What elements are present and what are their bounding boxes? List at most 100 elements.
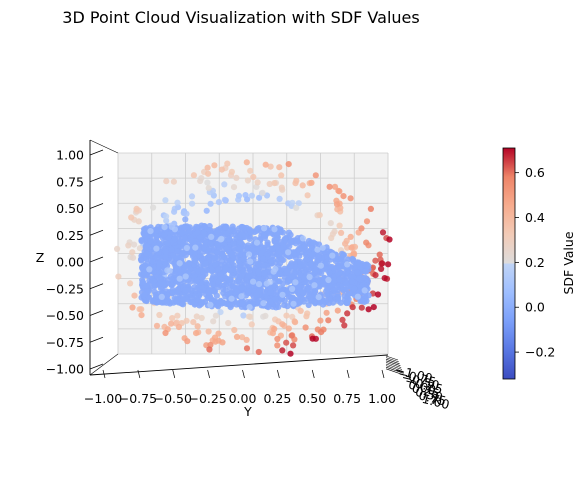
data-point	[231, 244, 238, 252]
data-point	[130, 254, 137, 261]
data-point	[138, 312, 145, 319]
data-point	[259, 247, 266, 254]
data-point	[314, 246, 321, 253]
z-tick	[89, 149, 104, 156]
data-point	[143, 250, 150, 257]
y-tick	[137, 369, 141, 379]
data-point	[153, 233, 160, 240]
data-point	[212, 261, 219, 268]
data-point	[363, 297, 370, 304]
data-point	[162, 253, 169, 260]
colorbar-ticks: −0.2 0.0 0.2 0.4 0.6	[515, 165, 555, 360]
data-point	[203, 207, 210, 214]
data-point	[195, 268, 202, 275]
data-point	[311, 268, 318, 275]
data-point	[167, 273, 174, 280]
data-point	[297, 307, 304, 314]
z-tick	[89, 203, 104, 209]
data-point	[356, 288, 363, 295]
data-point	[295, 200, 302, 207]
data-point	[204, 179, 211, 186]
data-point	[158, 293, 165, 300]
data-point	[115, 273, 122, 280]
data-point	[169, 315, 176, 322]
data-point	[240, 312, 247, 319]
data-point	[289, 294, 296, 301]
data-point	[277, 239, 284, 246]
data-point	[169, 251, 177, 258]
colorbar-tick-label: 0.2	[525, 255, 545, 270]
data-point	[379, 229, 387, 236]
data-point	[162, 248, 169, 255]
data-point	[372, 257, 379, 264]
data-point	[172, 271, 179, 278]
data-point	[171, 226, 178, 233]
data-point	[285, 249, 292, 256]
data-point	[174, 288, 181, 295]
data-point	[171, 235, 178, 242]
data-point	[292, 319, 299, 326]
data-point	[160, 280, 167, 288]
data-point	[249, 299, 256, 306]
data-point	[192, 293, 199, 300]
data-point	[284, 278, 291, 286]
x-axis-label: X	[432, 392, 441, 407]
data-point	[253, 239, 261, 246]
y-tick	[346, 369, 350, 379]
data-point	[193, 330, 200, 337]
data-point	[249, 246, 256, 254]
data-point	[149, 258, 156, 265]
data-point	[209, 281, 216, 288]
data-point	[267, 163, 274, 170]
data-point	[217, 262, 225, 269]
data-point	[156, 260, 163, 267]
data-point	[248, 192, 255, 199]
data-point	[207, 240, 214, 247]
data-point	[176, 260, 183, 267]
data-point	[327, 220, 334, 227]
data-point	[140, 269, 148, 276]
data-point	[215, 278, 222, 285]
data-point	[265, 304, 272, 311]
data-point	[354, 293, 361, 300]
data-point	[289, 199, 296, 206]
data-point	[351, 285, 358, 292]
data-point	[230, 284, 237, 291]
data-point	[188, 237, 195, 244]
data-point	[349, 304, 356, 311]
data-point	[254, 245, 262, 253]
y-tick	[277, 369, 280, 379]
data-point	[149, 278, 157, 285]
data-point	[202, 260, 209, 267]
data-point	[147, 238, 154, 245]
data-point	[279, 280, 287, 287]
y-tick-label: −0.25	[188, 391, 226, 406]
data-point	[164, 240, 171, 247]
data-point	[326, 183, 333, 190]
data-point	[233, 174, 240, 181]
data-point	[153, 322, 161, 329]
z-tick-label: 0.75	[56, 174, 84, 189]
y-tick-labels: −1.00−0.75−0.50−0.25 0.00 0.25 0.50 0.75 1.00	[84, 369, 396, 406]
data-point	[239, 300, 246, 307]
data-point	[205, 185, 212, 192]
z-tick	[89, 283, 104, 290]
z-tick	[89, 229, 104, 236]
data-point	[259, 189, 266, 196]
data-point	[226, 302, 233, 309]
data-point	[358, 297, 365, 304]
data-point	[128, 214, 135, 221]
data-point	[285, 229, 293, 236]
x-tick-label: 0.25	[410, 380, 441, 401]
chart-title: 3D Point Cloud Visualization with SDF Va…	[62, 8, 419, 27]
data-point	[271, 180, 278, 187]
data-point	[276, 195, 283, 202]
data-point	[340, 252, 347, 259]
y-tick	[207, 369, 210, 379]
data-point	[180, 296, 187, 303]
z-tick-labels: −1.00 −0.75 −0.50 −0.25 0.00 0.25 0.50 0.75 1.00	[46, 148, 104, 377]
data-point	[305, 286, 312, 293]
data-point	[341, 322, 348, 329]
data-point	[182, 263, 189, 270]
data-point	[370, 304, 377, 311]
